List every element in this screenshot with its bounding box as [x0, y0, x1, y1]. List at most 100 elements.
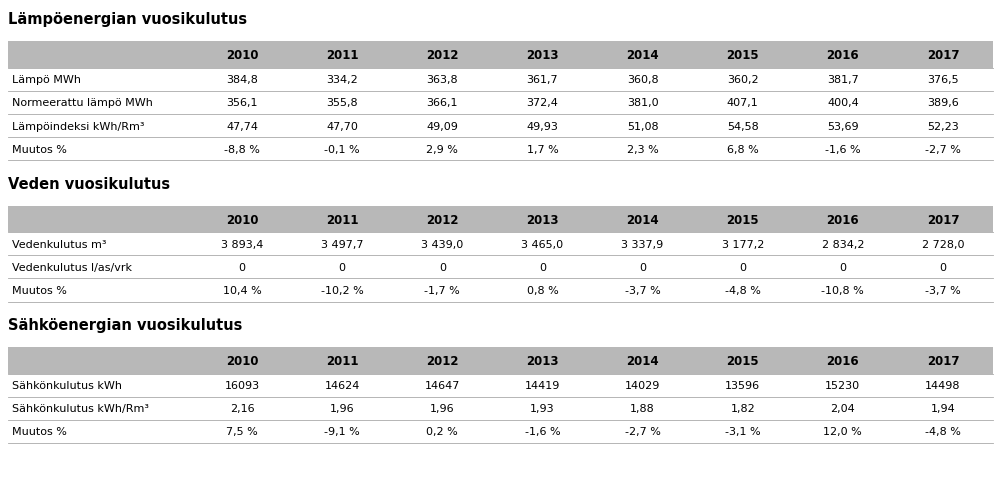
Text: -3,7 %: -3,7 %: [624, 286, 660, 295]
Text: Vedenkulutus l/as/vrk: Vedenkulutus l/as/vrk: [12, 263, 132, 272]
Text: -3,1 %: -3,1 %: [725, 427, 759, 436]
Text: 2017: 2017: [925, 354, 958, 367]
Text: 3 497,7: 3 497,7: [321, 240, 363, 249]
Text: 0,8 %: 0,8 %: [526, 286, 558, 295]
Text: 407,1: 407,1: [726, 98, 757, 108]
Text: 14498: 14498: [924, 381, 960, 390]
Text: -10,2 %: -10,2 %: [320, 286, 363, 295]
Text: -1,6 %: -1,6 %: [524, 427, 560, 436]
Text: 2010: 2010: [226, 213, 258, 226]
Text: Lämpöindeksi kWh/Rm³: Lämpöindeksi kWh/Rm³: [12, 121, 144, 131]
Text: 2,9 %: 2,9 %: [426, 144, 458, 154]
Text: 53,69: 53,69: [826, 121, 858, 131]
Text: 12,0 %: 12,0 %: [823, 427, 862, 436]
Text: 2015: 2015: [726, 354, 758, 367]
Text: 0: 0: [438, 263, 445, 272]
Text: Sähkönkulutus kWh: Sähkönkulutus kWh: [12, 381, 122, 390]
Text: 2,16: 2,16: [230, 404, 254, 413]
Text: Muutos %: Muutos %: [12, 427, 67, 436]
Text: 47,70: 47,70: [326, 121, 358, 131]
Text: 2010: 2010: [226, 354, 258, 367]
Text: -1,6 %: -1,6 %: [824, 144, 860, 154]
Text: 2011: 2011: [326, 213, 358, 226]
Text: 2016: 2016: [826, 354, 858, 367]
Text: 1,94: 1,94: [929, 404, 954, 413]
Text: 2012: 2012: [425, 49, 458, 62]
Text: 1,93: 1,93: [530, 404, 555, 413]
Text: 51,08: 51,08: [626, 121, 658, 131]
Text: Vedenkulutus m³: Vedenkulutus m³: [12, 240, 106, 249]
Text: 15230: 15230: [824, 381, 860, 390]
Text: 2 834,2: 2 834,2: [821, 240, 863, 249]
Text: 14029: 14029: [624, 381, 660, 390]
Text: -2,7 %: -2,7 %: [924, 144, 960, 154]
Bar: [8, 348, 992, 374]
Text: -1,7 %: -1,7 %: [424, 286, 460, 295]
Text: 16093: 16093: [225, 381, 259, 390]
Text: -4,8 %: -4,8 %: [724, 286, 759, 295]
Text: 2013: 2013: [526, 49, 559, 62]
Text: 13596: 13596: [725, 381, 759, 390]
Text: 2011: 2011: [326, 49, 358, 62]
Text: 376,5: 376,5: [926, 75, 958, 85]
Text: -8,8 %: -8,8 %: [224, 144, 259, 154]
Text: 384,8: 384,8: [226, 75, 257, 85]
Text: 14419: 14419: [524, 381, 560, 390]
Text: 363,8: 363,8: [426, 75, 457, 85]
Text: 52,23: 52,23: [926, 121, 958, 131]
Text: -0,1 %: -0,1 %: [324, 144, 360, 154]
Text: 366,1: 366,1: [426, 98, 457, 108]
Text: 1,96: 1,96: [429, 404, 454, 413]
Text: 2015: 2015: [726, 49, 758, 62]
Text: 0: 0: [338, 263, 345, 272]
Text: 1,96: 1,96: [330, 404, 354, 413]
Text: Normeerattu lämpö MWh: Normeerattu lämpö MWh: [12, 98, 153, 108]
Text: 7,5 %: 7,5 %: [226, 427, 257, 436]
Text: 372,4: 372,4: [526, 98, 558, 108]
Text: Muutos %: Muutos %: [12, 286, 67, 295]
Text: 0,2 %: 0,2 %: [426, 427, 458, 436]
Text: 49,09: 49,09: [426, 121, 458, 131]
Text: 0: 0: [739, 263, 746, 272]
Text: 2 728,0: 2 728,0: [920, 240, 963, 249]
Text: Lämpö MWh: Lämpö MWh: [12, 75, 81, 85]
Text: 2017: 2017: [925, 49, 958, 62]
Text: 2010: 2010: [226, 49, 258, 62]
Text: 381,0: 381,0: [626, 98, 658, 108]
Text: 3 337,9: 3 337,9: [621, 240, 663, 249]
Text: 400,4: 400,4: [826, 98, 858, 108]
Text: 3 177,2: 3 177,2: [721, 240, 763, 249]
Text: 334,2: 334,2: [326, 75, 358, 85]
Text: Lämpöenergian vuosikulutus: Lämpöenergian vuosikulutus: [8, 12, 247, 27]
Text: -10,8 %: -10,8 %: [821, 286, 864, 295]
Text: 14624: 14624: [324, 381, 360, 390]
Bar: [8, 42, 992, 69]
Text: 1,82: 1,82: [730, 404, 754, 413]
Text: 2016: 2016: [826, 49, 858, 62]
Text: 54,58: 54,58: [726, 121, 757, 131]
Text: 2014: 2014: [625, 354, 658, 367]
Text: 3 439,0: 3 439,0: [420, 240, 463, 249]
Text: 2013: 2013: [526, 213, 559, 226]
Text: Veden vuosikulutus: Veden vuosikulutus: [8, 176, 170, 191]
Text: 355,8: 355,8: [326, 98, 358, 108]
Text: -4,8 %: -4,8 %: [924, 427, 960, 436]
Text: 360,2: 360,2: [727, 75, 757, 85]
Text: 0: 0: [938, 263, 945, 272]
Text: -2,7 %: -2,7 %: [624, 427, 660, 436]
Text: 6,8 %: 6,8 %: [726, 144, 757, 154]
Text: 381,7: 381,7: [826, 75, 858, 85]
Text: 2,04: 2,04: [830, 404, 854, 413]
Text: 2,3 %: 2,3 %: [626, 144, 658, 154]
Text: 2015: 2015: [726, 213, 758, 226]
Text: 2016: 2016: [826, 213, 858, 226]
Text: 2012: 2012: [425, 213, 458, 226]
Text: 47,74: 47,74: [226, 121, 257, 131]
Text: 10,4 %: 10,4 %: [223, 286, 261, 295]
Text: 2012: 2012: [425, 354, 458, 367]
Text: 356,1: 356,1: [226, 98, 257, 108]
Text: 2014: 2014: [625, 213, 658, 226]
Text: 2013: 2013: [526, 354, 559, 367]
Text: 14647: 14647: [424, 381, 459, 390]
Text: Sähkönkulutus kWh/Rm³: Sähkönkulutus kWh/Rm³: [12, 404, 149, 413]
